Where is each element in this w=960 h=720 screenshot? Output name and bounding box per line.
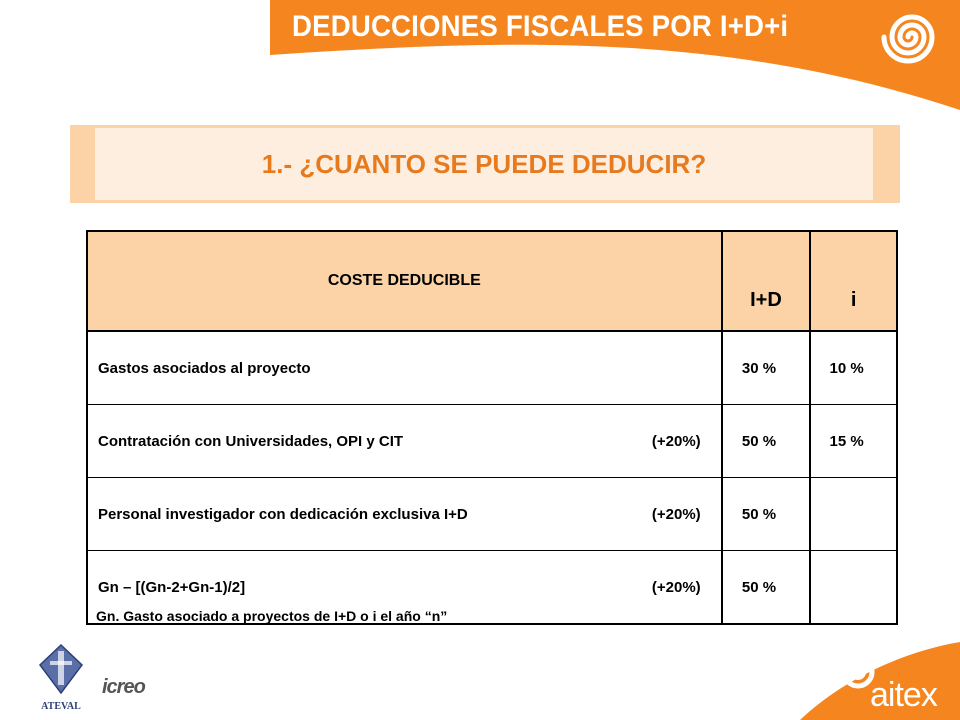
row-i-value: 10 % [809, 330, 898, 405]
row-i-value: 15 % [809, 404, 898, 478]
footnote: Gn. Gasto asociado a proyectos de I+D o … [96, 608, 448, 624]
row-concept: Personal investigador con dedicación exc… [98, 505, 468, 523]
row-concept: Gastos asociados al proyecto [98, 359, 311, 377]
spiral-logo-icon [881, 14, 935, 64]
aitex-logo [800, 642, 960, 720]
ateval-logo: ATEVAL [36, 643, 86, 713]
row-id-value: 30 % [720, 330, 811, 405]
table-row: Contratación con Universidades, OPI y CI… [86, 404, 898, 478]
icreo-logo: icreo [102, 676, 146, 699]
table-header-row: COSTE DEDUCIBLE I+D i [86, 230, 898, 332]
deductions-table: COSTE DEDUCIBLE I+D i Gastos asociados a… [86, 230, 898, 625]
row-id-value: 50 % [720, 404, 811, 478]
row-extra: (+20%) [651, 505, 701, 523]
ateval-label: ATEVAL [41, 701, 81, 712]
section-title: 1.- ¿CUANTO SE PUEDE DEDUCIR? [261, 148, 707, 179]
section-banner-inner: 1.- ¿CUANTO SE PUEDE DEDUCIR? [95, 128, 873, 200]
row-extra: (+20%) [651, 432, 701, 450]
row-concept: Contratación con Universidades, OPI y CI… [98, 432, 404, 450]
aitex-spiral-icon [841, 655, 875, 689]
table-row: Gastos asociados al proyecto 30 % 10 % [86, 330, 898, 405]
aitex-label: aitex [870, 676, 938, 714]
header-i: i [809, 230, 898, 332]
header-id: I+D [720, 230, 811, 332]
row-id-value: 50 % [720, 477, 811, 551]
header-band [0, 0, 960, 110]
table-row: Personal investigador con dedicación exc… [86, 477, 898, 551]
row-i-value [809, 477, 898, 551]
row-i-value [809, 550, 898, 625]
table-row: Gn – [(Gn-2+Gn-1)/2] (+20%) 50 % [86, 550, 898, 625]
header-cost: COSTE DEDUCIBLE [86, 230, 723, 332]
slide-title: DEDUCCIONES FISCALES POR I+D+i [292, 10, 789, 43]
row-concept: Gn – [(Gn-2+Gn-1)/2] [98, 578, 246, 596]
ateval-emblem-icon [39, 643, 83, 695]
row-extra: (+20%) [651, 578, 701, 596]
row-id-value: 50 % [720, 550, 811, 625]
icreo-label: icreo [102, 676, 146, 698]
